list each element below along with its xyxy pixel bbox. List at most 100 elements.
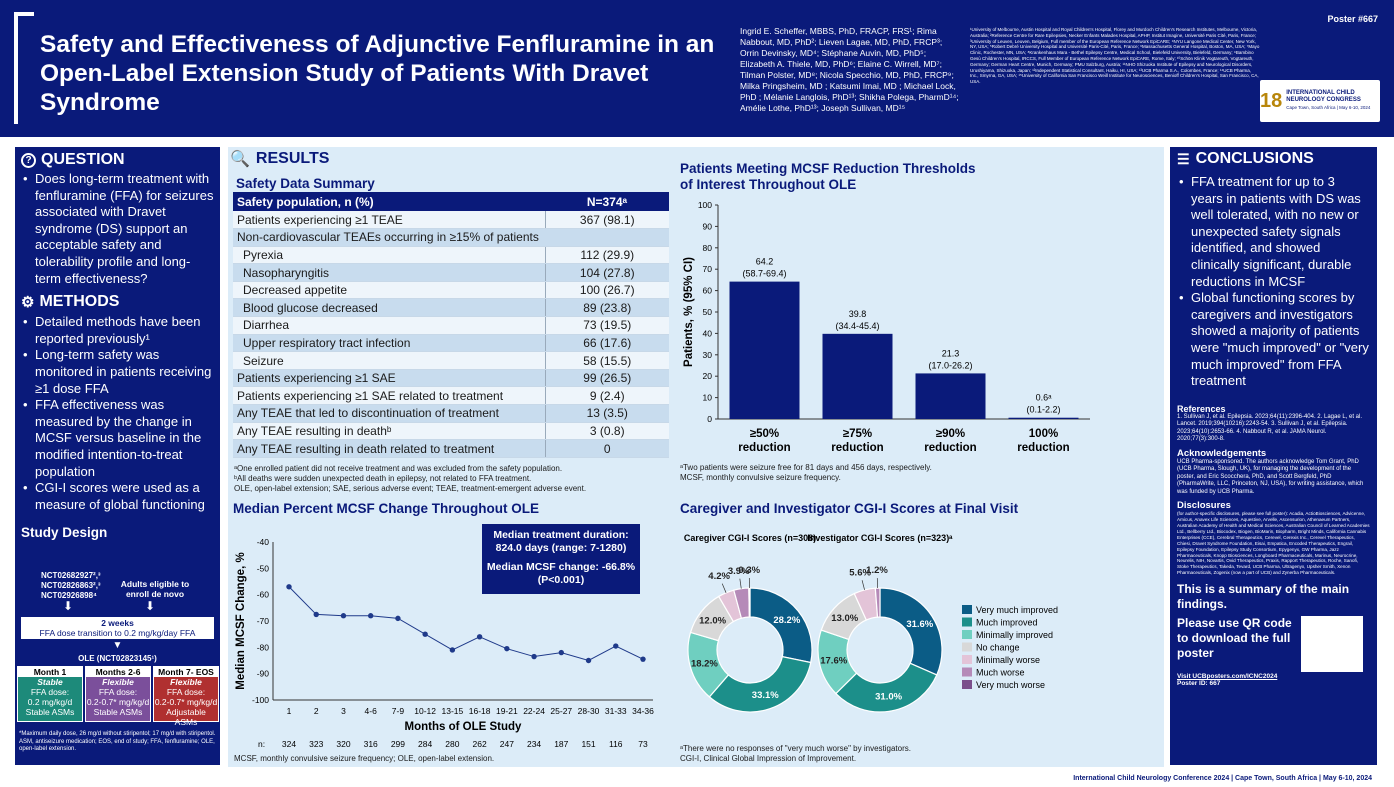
data-point: [422, 631, 428, 637]
question-icon: ?: [21, 152, 36, 168]
legend-label: Very much improved: [976, 605, 1058, 615]
category-label: 100%: [1029, 428, 1058, 440]
qr-code-icon[interactable]: [1301, 616, 1363, 673]
x-tick-label: 2: [314, 706, 319, 716]
n-value: 151: [581, 739, 595, 749]
slice-label: 12.0%: [699, 616, 726, 627]
cgi-title: Caregiver and Investigator CGI-I Scores …: [680, 501, 1019, 516]
bar: [822, 333, 893, 419]
bar-ci-label: (34.4-45.4): [835, 321, 879, 331]
safety-footnotes: ᵃOne enrolled patient did not receive tr…: [234, 464, 674, 494]
y-tick-label: -90: [257, 669, 270, 679]
y-tick-label: 0: [707, 414, 712, 424]
visit-link[interactable]: Visit UCBposters.com/ICNC2024: [1177, 673, 1278, 681]
table-cell-value: 13 (3.5): [544, 404, 669, 423]
category-label: ≥90%: [936, 428, 965, 440]
legend-swatch: [962, 630, 972, 639]
weeks-label: 2 weeks: [101, 618, 134, 628]
x-tick-label: 13-15: [442, 706, 464, 716]
slice-label: 28.2%: [773, 615, 800, 626]
bar: [1008, 417, 1079, 419]
table-cell-label: Blood glucose decreased: [233, 298, 545, 318]
arrow-down-icon: ⬇: [145, 599, 156, 613]
methods-bullet: Long-term safety was monitored in patien…: [21, 347, 214, 397]
n-value: 73: [638, 739, 648, 749]
y-tick-label: 50: [703, 307, 713, 317]
legend-label: Much improved: [976, 618, 1038, 628]
donut-slice: [874, 587, 881, 618]
legend-swatch: [962, 617, 972, 627]
results-heading: 🔍 RESULTS: [230, 149, 329, 169]
x-tick-label: 25-27: [550, 706, 572, 716]
table-cell-label: Patients experiencing ≥1 SAE: [233, 369, 545, 388]
methods-heading-text: METHODS: [39, 293, 120, 311]
bar-chart: 0 10 20 30 40 50 60 70 80 90 100 Patients, % (95% C…: [683, 200, 1090, 454]
study-design-footnote: *Maximum daily dose, 26 mg/d without sti…: [19, 731, 217, 754]
table-cell-label: Decreased appetite: [233, 281, 545, 300]
bar-chart-footnote: ᵃTwo patients were seizure free for 81 d…: [680, 463, 932, 483]
category-label: ≥75%: [843, 428, 872, 440]
x-tick-label: 1: [287, 706, 292, 716]
phase-dose: 0.2-0.7* mg/kg/d: [86, 697, 150, 707]
month1-box: Month 1 Stable FFA dose: 0.2 mg/kg/d Sta…: [17, 666, 83, 722]
slice-label: 4.2%: [708, 571, 730, 582]
data-point: [367, 613, 374, 619]
n-value: 247: [500, 739, 514, 749]
table-row: Any TEAE resulting in death related to t…: [233, 439, 669, 458]
nct-item: NCT02826863²,³: [41, 581, 101, 590]
line-chart: -40 -50 -60 -70 -80 -90 -100 1 324 2 323 3 320 4-6 316…: [235, 537, 654, 749]
x-tick-label: 22-24: [523, 706, 545, 716]
bar-ci-label: (58.7-69.4): [742, 269, 786, 279]
poster-header: Safety and Effectiveness of Adjunctive F…: [0, 0, 1394, 137]
x-tick-label: 4-6: [365, 706, 378, 716]
table-row: Patients experiencing ≥1 SAE 99 (26.5): [233, 369, 669, 388]
table-cell-value: 0: [544, 439, 669, 458]
slice-label: 1.2%: [866, 565, 888, 576]
gears-icon: ⚙: [21, 294, 35, 312]
slice-label: 31.6%: [906, 619, 933, 630]
data-point: [585, 657, 592, 664]
disclosures-heading: Disclosures: [1177, 500, 1231, 512]
n-label: n:: [258, 739, 265, 749]
footnote: ᵃTwo patients were seizure free for 81 d…: [680, 463, 932, 472]
question-heading-text: QUESTION: [41, 151, 125, 168]
table-cell-label: Patients experiencing ≥1 TEAE: [233, 211, 545, 230]
nct-list: NCT02682927²,³ NCT02826863²,³ NCT0292689…: [41, 571, 101, 601]
table-cell-value: 9 (2.4): [544, 386, 669, 406]
transition-box: 2 weeks FFA dose transition to 0.2 mg/kg…: [21, 617, 214, 639]
data-point: [558, 649, 565, 656]
footer: International Child Neurology Conference…: [1073, 775, 1372, 782]
arrow-down-icon: ⬇: [63, 599, 74, 613]
category-label: reduction: [831, 442, 883, 454]
table-cell-value: 89 (23.8): [544, 298, 669, 318]
line-chart-footnote: MCSF, monthly convulsive seizure frequen…: [234, 754, 495, 763]
legend-swatch: [962, 667, 972, 677]
legend-label: No change: [976, 643, 1020, 653]
n-value: 316: [364, 739, 378, 749]
search-icon: 🔍: [230, 151, 250, 168]
table-cell-value: 66 (17.6): [544, 334, 669, 353]
safety-title: Safety Data Summary: [236, 176, 375, 191]
footnote: ᵃOne enrolled patient did not receive tr…: [234, 464, 563, 473]
methods-bullet: Detailed methods have been reported prev…: [21, 314, 214, 347]
donut-slice: [879, 587, 943, 676]
donut-slice: [835, 662, 938, 713]
slice-label: 17.6%: [820, 656, 847, 667]
table-row: Nasopharyngitis 104 (27.8): [233, 263, 669, 282]
ack-heading: Acknowledgements: [1177, 447, 1267, 459]
n-value: 320: [336, 739, 350, 749]
bar-ci-label: (0.1-2.2): [1026, 405, 1060, 415]
y-tick-label: -100: [252, 695, 269, 705]
slice-label: 0.3%: [738, 565, 760, 576]
phase-type: Flexible: [102, 677, 134, 687]
x-tick-label: 16-18: [469, 706, 491, 716]
y-tick-label: 40: [703, 328, 713, 338]
slice-label: 5.6%: [849, 568, 871, 579]
table-cell-label: Pyrexia: [233, 246, 545, 265]
phase-dose-label: FFA dose:: [30, 687, 70, 697]
question-bullet: Does long-term treatment with fenflurami…: [21, 171, 214, 287]
y-tick-label: 60: [703, 286, 713, 296]
y-tick-label: 80: [703, 243, 713, 253]
footnote: MCSF, monthly convulsive seizure frequen…: [680, 473, 841, 482]
qr-text: Please use QR code to download the full …: [1177, 616, 1292, 661]
